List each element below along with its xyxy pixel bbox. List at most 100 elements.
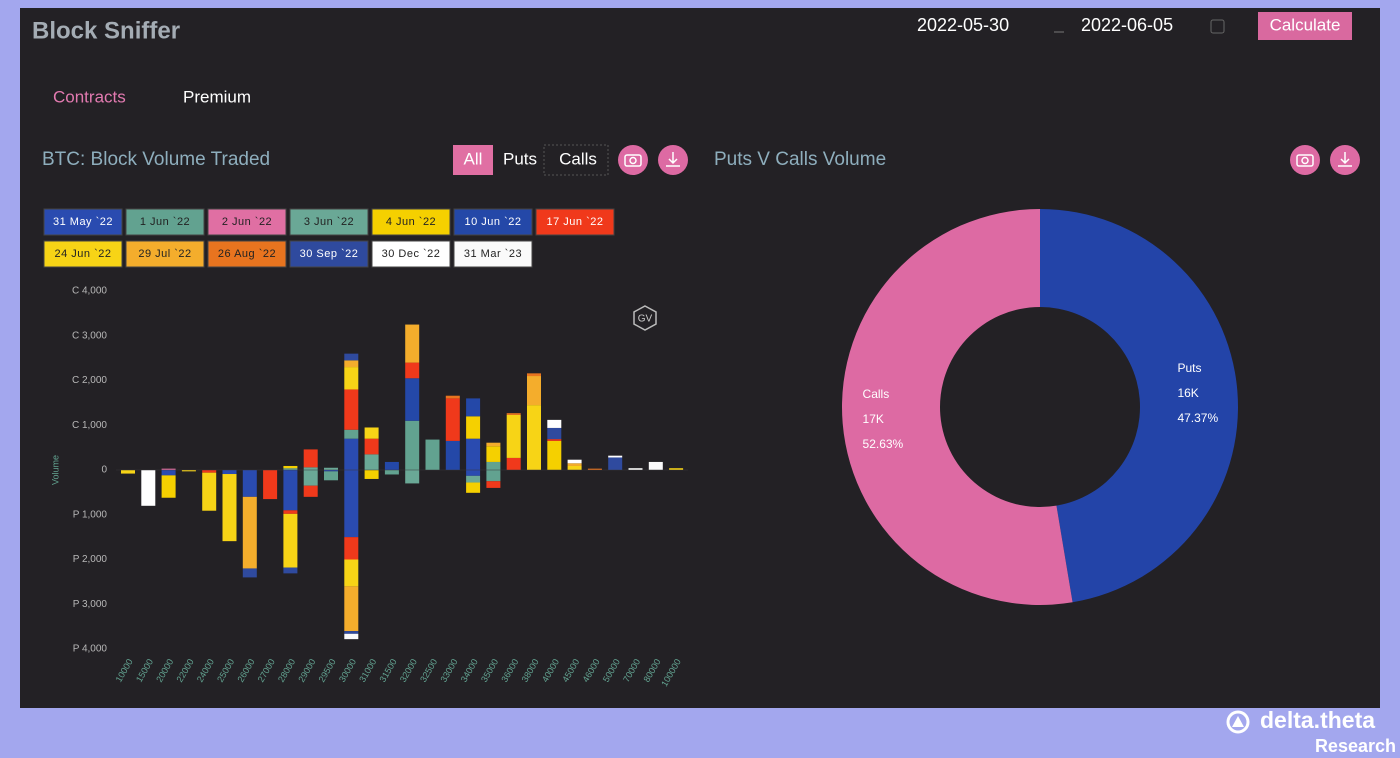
- bar-segment: [527, 373, 541, 377]
- slice-label: Calls: [863, 387, 890, 401]
- legend-label[interactable]: 2 Jun `22: [222, 216, 272, 228]
- calendar-icon[interactable]: [1210, 19, 1225, 34]
- watermark-brand: delta.theta: [1260, 707, 1375, 733]
- legend-label[interactable]: 29 Jul `22: [138, 248, 191, 260]
- legend-chip[interactable]: [535, 208, 615, 236]
- y-axis-label: Volume: [50, 455, 60, 485]
- legend-chip[interactable]: [289, 240, 369, 268]
- legend-label[interactable]: 26 Aug `22: [218, 248, 276, 260]
- filter-button[interactable]: Puts: [503, 149, 537, 168]
- legend-label[interactable]: 30 Sep `22: [300, 248, 359, 260]
- bar-segment: [242, 470, 257, 497]
- legend-label[interactable]: 3 Jun `22: [304, 216, 354, 228]
- calculate-label[interactable]: Calculate: [1270, 15, 1341, 34]
- chart-title: BTC: Block Volume Traded: [42, 149, 270, 170]
- legend-label[interactable]: 24 Jun `22: [55, 248, 112, 260]
- legend-chip[interactable]: [207, 240, 287, 268]
- end-date[interactable]: 2022-06-05: [1081, 15, 1173, 35]
- bar-segment: [608, 457, 623, 470]
- slice-percent: 47.37%: [1177, 411, 1218, 425]
- slice-volume: 17K: [863, 412, 884, 426]
- legend-label[interactable]: 10 Jun `22: [465, 216, 522, 228]
- legend-chip[interactable]: [43, 240, 123, 268]
- bar-segment: [405, 378, 420, 421]
- legend-chip[interactable]: [453, 208, 533, 236]
- bar-segment: [344, 633, 359, 640]
- bar-segment: [202, 472, 217, 511]
- legend-chip[interactable]: [289, 208, 369, 236]
- download-button[interactable]: [1330, 145, 1360, 175]
- bar-segment: [344, 438, 359, 470]
- calculate-button[interactable]: [1258, 12, 1352, 40]
- bar-segment: [324, 471, 338, 481]
- filter-button[interactable]: Calls: [559, 149, 597, 168]
- bar-segment: [263, 470, 278, 500]
- bar-segment: [486, 461, 501, 470]
- bar-segment: [506, 414, 521, 458]
- bar-segment: [303, 485, 318, 497]
- bar-segment: [547, 439, 562, 441]
- legend-label[interactable]: 17 Jun `22: [547, 216, 604, 228]
- bar-segment: [344, 559, 359, 587]
- tab[interactable]: Contracts: [53, 87, 126, 106]
- legend-label[interactable]: 1 Jun `22: [140, 216, 190, 228]
- bar-segment: [202, 470, 217, 473]
- bar-segment: [303, 470, 318, 486]
- legend-chip[interactable]: [371, 240, 451, 268]
- bar-segment: [405, 362, 420, 379]
- bar-segment: [466, 482, 481, 493]
- legend-label[interactable]: 31 Mar `23: [464, 248, 522, 260]
- donut-slice: [842, 209, 1073, 606]
- bar-segment: [547, 427, 562, 440]
- download-button[interactable]: [658, 145, 688, 175]
- legend-chip[interactable]: [207, 208, 287, 236]
- legend-label[interactable]: 4 Jun `22: [386, 216, 436, 228]
- bar-segment: [567, 465, 582, 470]
- y-tick-label: P 3,000: [73, 599, 108, 610]
- y-tick-label: C 3,000: [72, 330, 107, 341]
- start-date[interactable]: 2022-05-30: [917, 15, 1009, 35]
- bar-segment: [324, 467, 338, 470]
- bar-segment: [628, 468, 643, 470]
- tab[interactable]: Premium: [183, 87, 251, 106]
- bar-segment: [506, 457, 521, 470]
- y-tick-label: P 2,000: [73, 554, 108, 565]
- legend-chip[interactable]: [125, 240, 205, 268]
- slice-volume: 16K: [1177, 386, 1198, 400]
- bar-segment: [547, 419, 562, 428]
- y-tick-label: C 2,000: [72, 375, 107, 386]
- legend-chip[interactable]: [125, 208, 205, 236]
- bar-segment: [344, 470, 359, 538]
- filter-active[interactable]: [453, 145, 493, 175]
- bar-segment: [121, 470, 135, 474]
- legend-chip[interactable]: [43, 208, 123, 236]
- bar-segment: [364, 438, 379, 455]
- camera-button[interactable]: [618, 145, 648, 175]
- legend-label[interactable]: 31 May `22: [53, 216, 113, 228]
- bar-segment: [181, 470, 196, 472]
- bar-segment: [486, 481, 501, 488]
- legend-label[interactable]: 30 Dec `22: [382, 248, 441, 260]
- bar-segment: [445, 440, 460, 470]
- bar-segment: [445, 398, 460, 441]
- bar-segment: [466, 470, 481, 476]
- bar-segment: [527, 376, 541, 406]
- bar-segment: [466, 475, 481, 483]
- bar-segment: [344, 367, 359, 390]
- bar-segment: [445, 395, 460, 399]
- bar-segment: [161, 475, 176, 498]
- bar-segment: [567, 463, 582, 466]
- legend-chip[interactable]: [453, 240, 533, 268]
- bar-segment: [567, 459, 582, 464]
- y-tick-label: C 4,000: [72, 286, 107, 297]
- bar-segment: [283, 567, 298, 574]
- bar-segment: [344, 631, 359, 634]
- bar-segment: [344, 429, 359, 439]
- y-tick-label: 0: [101, 465, 107, 476]
- bar-segment: [405, 470, 420, 484]
- camera-button[interactable]: [1290, 145, 1320, 175]
- filter-button[interactable]: All: [464, 149, 483, 168]
- logo: [1226, 710, 1250, 734]
- legend-chip[interactable]: [371, 208, 451, 236]
- bar-segment: [242, 496, 257, 569]
